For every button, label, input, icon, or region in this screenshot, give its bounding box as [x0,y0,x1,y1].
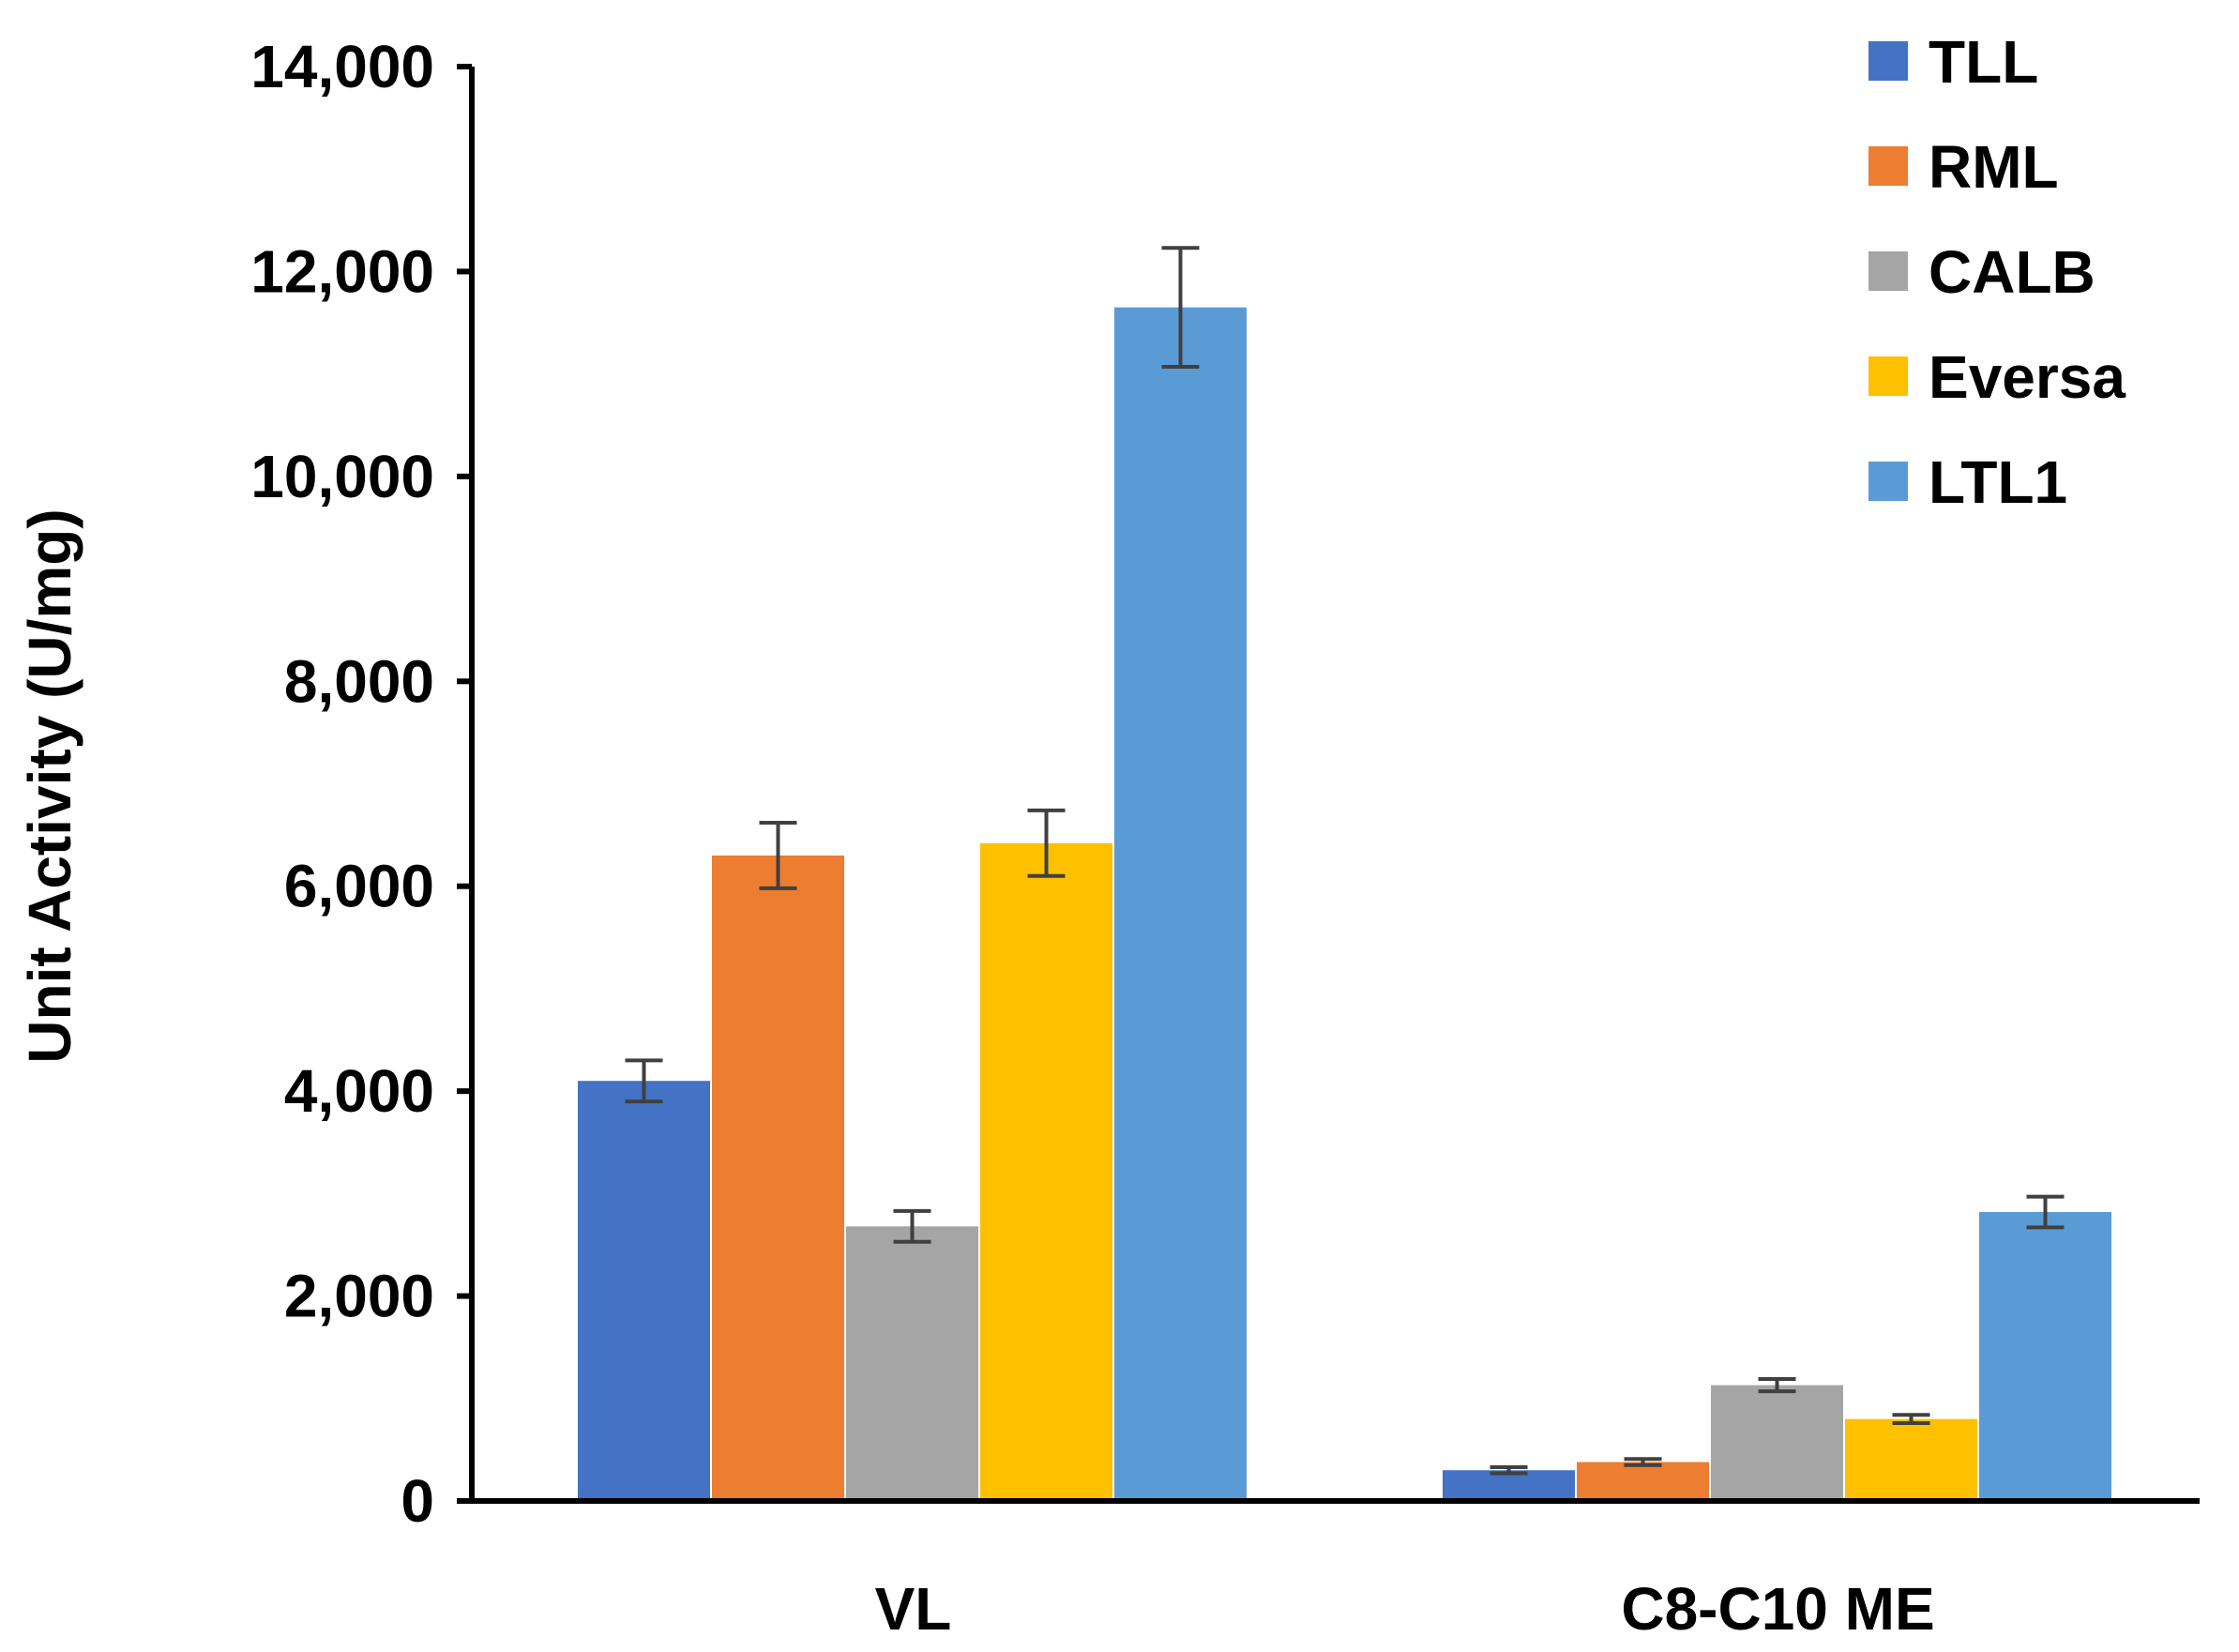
bar-ltl1-vl [1114,307,1247,1501]
bar-tll-c8-c10-me [1443,1470,1575,1501]
legend-swatch [1868,356,1908,396]
legend-item-ltl1: LTL1 [1868,448,2067,516]
legend-item-calb: CALB [1868,238,2095,306]
x-category-label: VL [875,1575,952,1643]
error-bar-ltl1-vl [1161,246,1200,369]
legend-item-eversa: Eversa [1868,343,2126,411]
y-axis-title-group: Unit Activity (U/mg) [16,508,83,1063]
error-bar-rml-c8-c10-me [1624,1457,1662,1467]
legend-label: RML [1929,133,2059,201]
y-tick-label: 0 [401,1467,434,1535]
error-bar-tll-vl [625,1058,663,1104]
error-bar-calb-c8-c10-me [1758,1377,1796,1394]
error-bar-ltl1-c8-c10-me [2026,1194,2065,1230]
bar-rml-vl [712,855,844,1501]
legend-swatch [1868,462,1908,501]
legend-swatch [1868,41,1908,81]
y-axis-ticks: 0 2,000 4,000 6,000 8,000 10,000 12,000 14,000 [250,33,472,1535]
legend-label: TLL [1929,28,2038,96]
y-tick-label: 4,000 [284,1057,434,1125]
y-tick-label: 6,000 [284,853,434,920]
legend-label: Eversa [1929,343,2126,411]
legend-item-tll: TLL [1868,28,2038,96]
error-bar-calb-vl [893,1208,931,1244]
category-labels: VL C8-C10 ME [875,1575,1935,1643]
error-bar-rml-vl [759,821,797,890]
legend-label: CALB [1929,238,2095,306]
error-bar-eversa-c8-c10-me [1892,1413,1930,1425]
bar-ltl1-c8-c10-me [1979,1212,2111,1501]
legend: TLL RML CALB Eversa LTL1 [1868,28,2126,516]
error-bar-tll-c8-c10-me [1490,1464,1528,1476]
legend-label: LTL1 [1929,448,2067,516]
axes-group [469,67,2200,1504]
bar-eversa-c8-c10-me [1845,1418,1977,1501]
legend-swatch [1868,146,1908,186]
bar-calb-c8-c10-me [1711,1385,1843,1501]
bar-calb-vl [846,1226,978,1501]
error-bar-eversa-vl [1027,808,1066,878]
bar-tll-vl [578,1081,710,1501]
legend-swatch [1868,251,1908,291]
y-tick-label: 14,000 [250,33,434,100]
y-tick-label: 2,000 [284,1263,434,1330]
bars-group [578,307,2111,1501]
error-bars-group [625,246,2065,1476]
legend-item-rml: RML [1868,133,2059,201]
bar-rml-c8-c10-me [1577,1462,1709,1501]
y-tick-label: 10,000 [250,443,434,510]
x-category-label: C8-C10 ME [1621,1575,1934,1643]
y-tick-label: 8,000 [284,647,434,715]
y-axis-title: Unit Activity (U/mg) [16,508,83,1063]
bar-eversa-vl [980,842,1112,1501]
y-tick-label: 12,000 [250,237,434,305]
